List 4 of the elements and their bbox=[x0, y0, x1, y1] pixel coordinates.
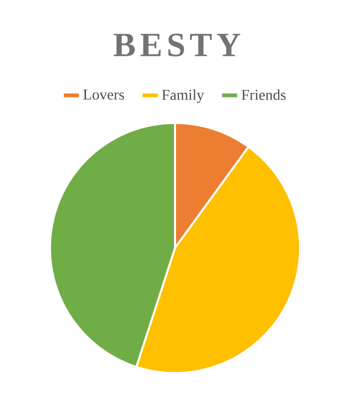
legend-label: Family bbox=[162, 89, 204, 104]
legend-label: Friends bbox=[242, 89, 286, 100]
chart-title: BESTY bbox=[114, 34, 240, 56]
legend-label: Lovers bbox=[83, 90, 124, 100]
